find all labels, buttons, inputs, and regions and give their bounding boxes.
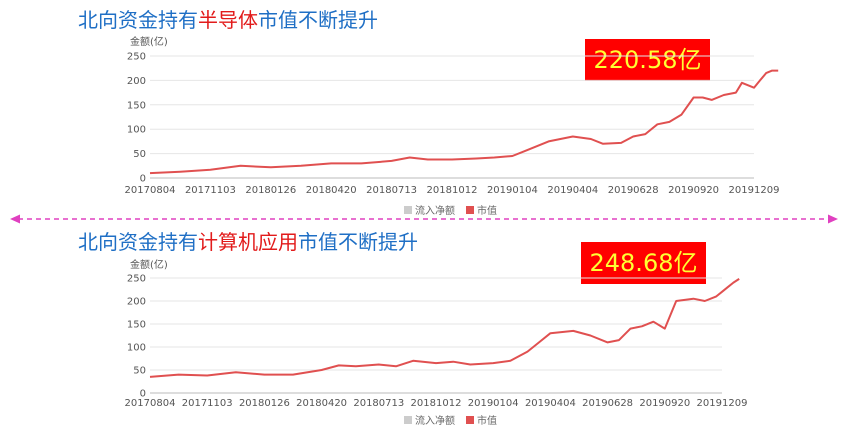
- legend-label-net-inflow: 流入净额: [415, 414, 455, 427]
- value-box-computer-application: 248.68亿: [581, 242, 706, 284]
- y-tick-label: 200: [127, 297, 146, 308]
- chart-title-semiconductor: 北向资金持有半导体市值不断提升: [78, 4, 378, 33]
- x-tick-label: 20190404: [525, 398, 576, 409]
- x-tick-label: 20181012: [411, 398, 462, 409]
- value-box-semiconductor: 220.58亿: [585, 39, 710, 81]
- y-tick-label: 250: [127, 52, 146, 63]
- legend-label-market-value: 市值: [477, 414, 497, 427]
- x-tick-label: 20190920: [668, 185, 719, 196]
- title-highlight: 半导体: [198, 8, 258, 32]
- series-line-market-value: [149, 278, 740, 378]
- title-suffix: 市值不断提升: [298, 230, 418, 254]
- title-highlight: 计算机应用: [198, 230, 298, 254]
- x-tick-label: 20190628: [608, 185, 659, 196]
- y-tick-label: 50: [133, 366, 146, 377]
- title-prefix: 北向资金持有: [78, 230, 198, 254]
- legend-swatch-net-inflow: [404, 206, 412, 214]
- y-tick-label: 150: [127, 320, 146, 331]
- x-tick-label: 20180420: [306, 185, 357, 196]
- x-tick-label: 20180713: [353, 398, 404, 409]
- y-tick-label: 200: [127, 76, 146, 87]
- y-tick-label: 150: [127, 100, 146, 111]
- y-tick-label: 0: [140, 389, 146, 400]
- y-tick-label: 50: [133, 149, 146, 160]
- x-tick-label: 20190404: [547, 185, 598, 196]
- x-tick-label: 20190104: [468, 398, 519, 409]
- x-tick-label: 20170804: [125, 185, 176, 196]
- x-tick-label: 20190628: [582, 398, 633, 409]
- title-suffix: 市值不断提升: [258, 8, 378, 32]
- y-axis-title: 金额(亿): [130, 258, 168, 271]
- legend-swatch-market-value: [466, 206, 474, 214]
- x-tick-label: 20190920: [639, 398, 690, 409]
- chart-title-computer-application: 北向资金持有计算机应用市值不断提升: [78, 226, 418, 255]
- y-tick-label: 0: [140, 174, 146, 185]
- x-tick-label: 20180126: [245, 185, 296, 196]
- y-axis-title: 金额(亿): [130, 35, 168, 48]
- x-tick-label: 20170804: [125, 398, 176, 409]
- x-tick-label: 20191209: [697, 398, 748, 409]
- divider-arrow-right: [828, 214, 838, 224]
- legend-label-market-value: 市值: [477, 204, 497, 217]
- title-prefix: 北向资金持有: [78, 8, 198, 32]
- x-tick-label: 20180126: [239, 398, 290, 409]
- legend-label-net-inflow: 流入净额: [415, 204, 455, 217]
- x-tick-label: 20171103: [182, 398, 233, 409]
- y-tick-label: 100: [127, 343, 146, 354]
- y-tick-label: 250: [127, 274, 146, 285]
- x-tick-label: 20180713: [366, 185, 417, 196]
- x-tick-label: 20190104: [487, 185, 538, 196]
- y-tick-label: 100: [127, 125, 146, 136]
- series-line-market-value: [149, 69, 779, 175]
- x-tick-label: 20191209: [729, 185, 780, 196]
- legend-swatch-market-value: [466, 416, 474, 424]
- x-tick-label: 20180420: [296, 398, 347, 409]
- x-tick-label: 20171103: [185, 185, 236, 196]
- x-tick-label: 20181012: [427, 185, 478, 196]
- divider-arrow-left: [10, 214, 20, 224]
- legend-swatch-net-inflow: [404, 416, 412, 424]
